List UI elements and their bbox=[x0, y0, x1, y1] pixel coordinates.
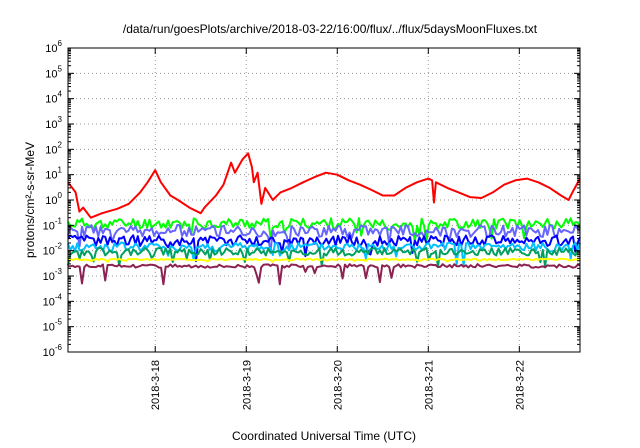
y-tick-label: 10-3 bbox=[43, 267, 63, 283]
series-line-7 bbox=[68, 257, 581, 263]
y-tick-base: 10 bbox=[45, 68, 57, 80]
y-tick-base: 10 bbox=[43, 246, 55, 258]
y-tick-base: 10 bbox=[43, 220, 55, 232]
y-tick-label: 102 bbox=[45, 140, 62, 156]
y-tick-label: 104 bbox=[45, 90, 62, 106]
y-tick-label: 106 bbox=[45, 39, 62, 55]
y-tick-exponent: 0 bbox=[58, 191, 63, 200]
x-tick-label: 2018-3-19 bbox=[241, 360, 253, 410]
y-tick-label: 10-4 bbox=[43, 292, 63, 308]
series-line-2 bbox=[67, 217, 581, 243]
y-tick-base: 10 bbox=[43, 347, 55, 359]
series-line-8 bbox=[67, 263, 581, 286]
y-tick-label: 10-1 bbox=[43, 216, 63, 232]
y-tick-base: 10 bbox=[45, 94, 57, 106]
x-axis-title: Coordinated Universal Time (UTC) bbox=[232, 429, 416, 443]
y-tick-exponent: 4 bbox=[58, 90, 63, 99]
x-tick-label: 2018-3-18 bbox=[150, 360, 162, 410]
x-tick-label: 2018-3-22 bbox=[514, 360, 526, 410]
y-tick-labels: 10-610-510-410-310-210-11001011021031041… bbox=[43, 39, 63, 359]
axis-ticks bbox=[68, 47, 580, 353]
grid-lines bbox=[68, 48, 580, 352]
y-tick-label: 103 bbox=[45, 115, 62, 131]
series-line-3 bbox=[67, 223, 581, 253]
series-lines bbox=[67, 152, 581, 286]
y-tick-base: 10 bbox=[45, 170, 57, 182]
y-tick-exponent: 6 bbox=[58, 39, 63, 48]
y-axis-title: protons/cm²-s-sr-MeV bbox=[23, 142, 37, 258]
x-tick-label: 2018-3-21 bbox=[423, 360, 435, 410]
y-tick-label: 105 bbox=[45, 64, 62, 80]
y-tick-label: 100 bbox=[45, 191, 62, 207]
y-tick-base: 10 bbox=[43, 296, 55, 308]
y-tick-exponent: 3 bbox=[58, 115, 63, 124]
y-tick-exponent: -2 bbox=[55, 242, 63, 251]
y-tick-base: 10 bbox=[43, 271, 55, 283]
y-tick-exponent: -4 bbox=[55, 292, 63, 301]
y-tick-exponent: -1 bbox=[55, 216, 63, 225]
y-tick-exponent: 5 bbox=[58, 64, 63, 73]
series-line-5 bbox=[67, 241, 581, 267]
y-tick-base: 10 bbox=[45, 119, 57, 131]
y-tick-base: 10 bbox=[45, 144, 57, 156]
y-tick-exponent: 1 bbox=[58, 166, 63, 175]
series-line-4 bbox=[67, 234, 581, 263]
y-tick-exponent: -5 bbox=[55, 318, 63, 327]
y-tick-exponent: -3 bbox=[55, 267, 63, 276]
y-tick-base: 10 bbox=[45, 43, 57, 55]
y-tick-label: 10-6 bbox=[43, 343, 63, 359]
series-line-6 bbox=[67, 247, 581, 268]
y-tick-label: 10-2 bbox=[43, 242, 63, 258]
y-tick-label: 101 bbox=[45, 166, 62, 182]
y-tick-exponent: -6 bbox=[55, 343, 63, 352]
chart-title: /data/run/goesPlots/archive/2018-03-22/1… bbox=[123, 22, 538, 36]
x-tick-labels: 2018-3-18 2018-3-19 2018-3-20 2018-3-21 2018… bbox=[150, 360, 526, 410]
y-tick-label: 10-5 bbox=[43, 318, 63, 334]
x-tick-label: 2018-3-20 bbox=[332, 360, 344, 410]
y-tick-base: 10 bbox=[43, 322, 55, 334]
y-tick-exponent: 2 bbox=[58, 140, 63, 149]
series-line-1 bbox=[67, 152, 581, 219]
y-tick-base: 10 bbox=[45, 195, 57, 207]
